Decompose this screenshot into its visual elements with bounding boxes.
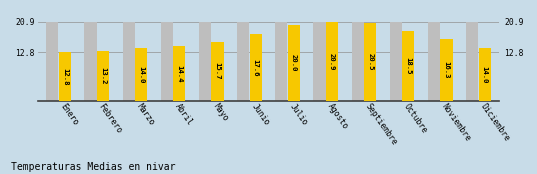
Bar [161,22,173,101]
Bar [466,22,478,101]
Bar [352,22,364,101]
Bar [314,22,325,101]
Text: 16.3: 16.3 [444,61,449,79]
Bar [402,31,415,101]
Bar [275,22,287,101]
Bar [237,22,249,101]
Text: 14.0: 14.0 [482,66,488,83]
Text: 15.7: 15.7 [215,62,221,80]
Bar [84,22,97,101]
Text: 14.4: 14.4 [176,65,183,82]
Bar [390,22,402,101]
Bar [59,53,71,101]
Text: 17.6: 17.6 [253,59,259,76]
Bar [250,34,262,101]
Bar [428,22,440,101]
Bar [122,22,135,101]
Bar [212,42,223,101]
Bar [478,48,491,101]
Text: 20.5: 20.5 [367,53,373,71]
Bar [135,48,147,101]
Bar [288,25,300,101]
Bar [97,51,109,101]
Text: 12.8: 12.8 [62,68,68,85]
Text: 18.5: 18.5 [405,57,411,75]
Text: 20.9: 20.9 [329,53,335,70]
Bar [440,39,453,101]
Bar [173,46,185,101]
Text: 13.2: 13.2 [100,67,106,85]
Text: Temperaturas Medias en nivar: Temperaturas Medias en nivar [11,162,175,172]
Bar [199,22,211,101]
Text: 14.0: 14.0 [138,66,144,83]
Bar [364,23,376,101]
Bar [326,22,338,101]
Bar [46,22,59,101]
Text: 20.0: 20.0 [291,54,297,72]
